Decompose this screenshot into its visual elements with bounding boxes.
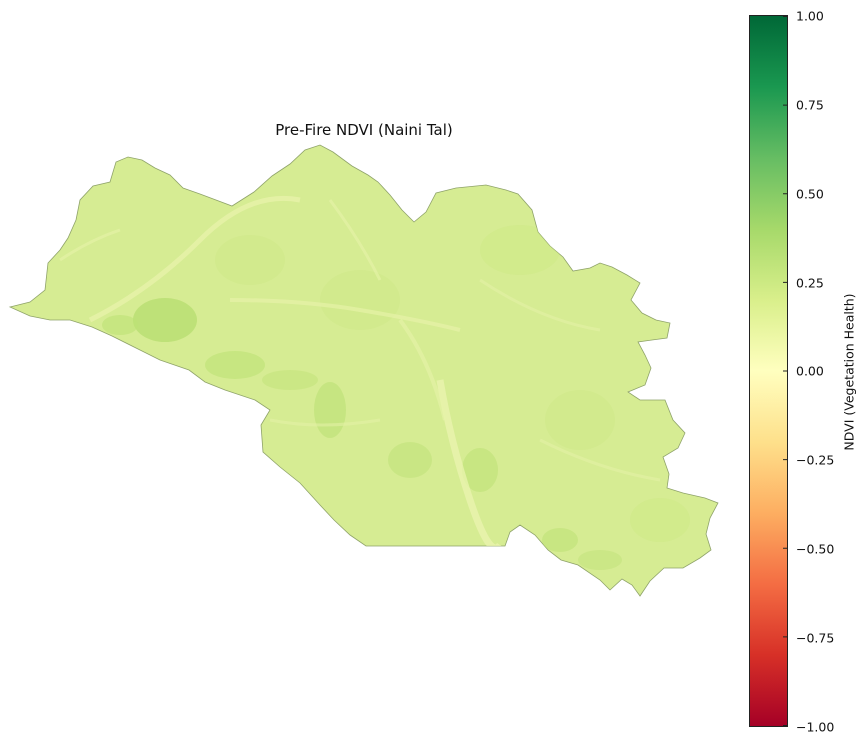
colorbar-tick-label: −1.00 (796, 719, 835, 735)
district-boundary (8, 144, 719, 597)
colorbar-tick-label: 0.75 (796, 97, 824, 113)
colorbar-tick-label: 0.00 (796, 363, 824, 379)
colorbar-tick-label: 0.25 (796, 275, 824, 291)
district-map (8, 144, 719, 597)
colorbar-tick-label: 1.00 (796, 8, 824, 24)
colorbar-gradient (750, 16, 787, 726)
colorbar-tick-label: −0.75 (796, 630, 835, 646)
colorbar-tick-label: −0.25 (796, 452, 835, 468)
colorbar-tick-label: −0.50 (796, 541, 835, 557)
map-title: Pre-Fire NDVI (Naini Tal) (275, 121, 453, 139)
colorbar-tick-label: 0.50 (796, 186, 824, 202)
colorbar-label: NDVI (Vegetation Health) (841, 293, 857, 451)
colorbar (749, 15, 788, 727)
